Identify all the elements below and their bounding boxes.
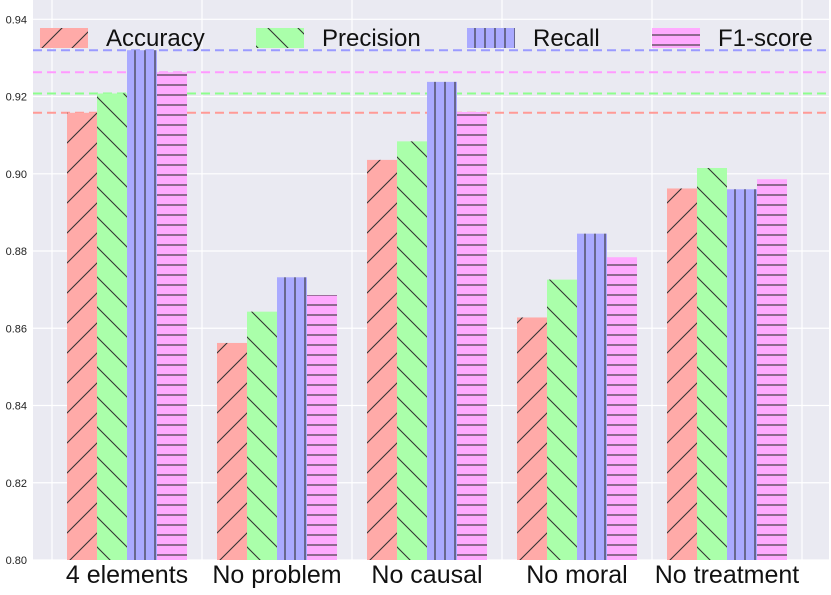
- bar-hatch: [427, 81, 457, 561]
- x-tick-label: No treatment: [655, 561, 800, 589]
- bar-hatch: [457, 112, 487, 560]
- legend-item-f1-score: F1-score: [652, 25, 813, 52]
- y-tick-label: 0.88: [6, 246, 27, 258]
- bar-no-treatment-precision: [697, 168, 727, 560]
- bar-4-elements-f1-score: [157, 72, 187, 560]
- legend-swatch-hatch: [256, 28, 304, 48]
- bar-hatch: [367, 159, 397, 560]
- bar-hatch: [157, 72, 187, 560]
- bar-hatch: [97, 93, 127, 560]
- y-axis: 0.80 0.82 0.84 0.86 0.88 0.90 0.92 0.94: [6, 14, 27, 567]
- bar-hatch: [217, 342, 247, 560]
- bar-hatch: [517, 317, 547, 560]
- legend-item-accuracy: Accuracy: [40, 25, 205, 52]
- bar-no-moral-accuracy: [517, 317, 547, 560]
- bar-hatch: [277, 277, 307, 560]
- legend-label: Recall: [533, 25, 600, 52]
- bar-hatch: [667, 188, 697, 560]
- bar-4-elements-accuracy: [67, 112, 97, 561]
- legend: Accuracy Precision Recall F1-score: [40, 25, 813, 52]
- bar-no-problem-f1-score: [307, 295, 337, 560]
- bar-no-treatment-accuracy: [667, 188, 697, 560]
- y-tick-label: 0.84: [6, 401, 27, 413]
- bar-no-causal-f1-score: [457, 112, 487, 560]
- bar-hatch: [127, 50, 157, 560]
- bar-no-problem-precision: [247, 311, 277, 560]
- bars: [67, 50, 787, 561]
- bar-hatch: [697, 168, 727, 560]
- bar-hatch: [67, 112, 97, 561]
- x-tick-label: No causal: [371, 561, 482, 589]
- legend-swatch-hatch: [652, 28, 700, 48]
- legend-label: F1-score: [718, 25, 813, 52]
- bar-hatch: [547, 279, 577, 560]
- bar-no-treatment-recall: [727, 189, 757, 560]
- bar-4-elements-recall: [127, 50, 157, 560]
- x-tick-label: 4 elements: [66, 561, 188, 589]
- bar-no-problem-recall: [277, 277, 307, 560]
- bar-hatch: [307, 295, 337, 560]
- x-axis: 4 elements No problem No causal No moral No …: [66, 561, 799, 589]
- bar-no-causal-precision: [397, 141, 427, 560]
- legend-item-recall: Recall: [467, 25, 600, 52]
- bar-hatch: [397, 141, 427, 560]
- legend-label: Precision: [322, 25, 421, 52]
- bar-no-causal-accuracy: [367, 159, 397, 560]
- y-tick-label: 0.90: [6, 169, 27, 181]
- legend-item-precision: Precision: [256, 25, 421, 52]
- bar-no-moral-precision: [547, 279, 577, 560]
- bar-hatch: [247, 311, 277, 560]
- bar-hatch: [757, 179, 787, 560]
- bar-hatch: [727, 189, 757, 560]
- y-tick-label: 0.92: [6, 92, 27, 104]
- legend-label: Accuracy: [106, 25, 205, 52]
- bar-no-treatment-f1-score: [757, 179, 787, 560]
- x-tick-label: No problem: [212, 561, 341, 589]
- y-tick-label: 0.82: [6, 478, 27, 490]
- y-tick-label: 0.86: [6, 323, 27, 335]
- y-tick-label: 0.94: [6, 14, 27, 26]
- y-tick-label: 0.80: [6, 555, 27, 567]
- bar-hatch: [577, 233, 607, 561]
- bar-no-problem-accuracy: [217, 342, 247, 560]
- bar-no-moral-f1-score: [607, 257, 637, 560]
- legend-swatch-hatch: [467, 28, 515, 48]
- bar-no-causal-recall: [427, 81, 457, 561]
- x-tick-label: No moral: [526, 561, 627, 589]
- legend-swatch-hatch: [40, 28, 88, 48]
- bar-no-moral-recall: [577, 233, 607, 561]
- bar-hatch: [607, 257, 637, 560]
- bar-4-elements-precision: [97, 93, 127, 560]
